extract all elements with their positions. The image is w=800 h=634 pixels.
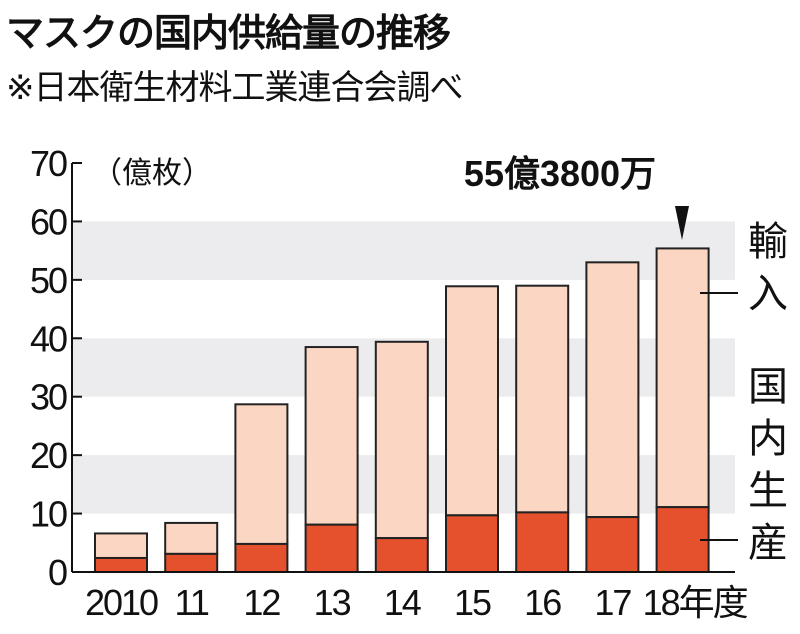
y-axis-unit: （億枚） — [92, 157, 212, 190]
bar-domestic-13 — [304, 523, 359, 573]
x-tick-label: 15 — [454, 582, 491, 623]
bar-import-11 — [164, 521, 219, 555]
bar-domestic-18年度 — [655, 506, 710, 573]
bar-import-17 — [585, 261, 640, 519]
legend-domestic-label: 国内生産 — [741, 365, 787, 573]
y-tick-label: 30 — [30, 377, 67, 418]
y-tick-label: 60 — [30, 201, 67, 242]
x-tick-label: 16 — [524, 582, 561, 623]
bar-domestic-14 — [374, 537, 429, 574]
bar-import-16 — [515, 284, 570, 514]
y-tick-label: 40 — [30, 318, 67, 359]
y-tick-label: 50 — [30, 260, 67, 301]
x-tick-label: 12 — [243, 582, 280, 623]
annotation-arrow-icon — [675, 206, 689, 240]
y-tick-label: 20 — [30, 435, 67, 476]
x-tick-label: 18年度 — [643, 582, 748, 623]
bar-domestic-2010 — [94, 556, 148, 574]
x-tick-label: 11 — [175, 582, 209, 623]
bar-domestic-12 — [234, 542, 289, 573]
chart-source: ※日本衛生材料工業連合会調べ — [6, 68, 463, 108]
bar-import-15 — [445, 285, 499, 517]
y-tick-label: 70 — [30, 143, 67, 184]
legend-import-label: 輸入 — [741, 220, 787, 324]
bar-import-13 — [304, 346, 359, 526]
bar-import-18年度 — [655, 247, 710, 509]
x-tick-label: 2010 — [85, 582, 158, 623]
bar-import-12 — [234, 403, 289, 545]
bar-domestic-17 — [585, 516, 640, 574]
chart-title: マスクの国内供給量の推移 — [6, 11, 451, 55]
bar-domestic-15 — [445, 514, 499, 573]
y-tick-label: 10 — [30, 494, 67, 535]
x-tick-label: 13 — [314, 582, 351, 623]
bar-import-14 — [374, 340, 429, 540]
bar-import-2010 — [94, 532, 148, 559]
bar-domestic-16 — [515, 511, 570, 573]
x-tick-label: 14 — [384, 582, 421, 623]
annotation-total-2018: 55億3800万 — [464, 153, 656, 194]
y-tick-label: 0 — [48, 552, 67, 593]
bar-domestic-11 — [164, 552, 219, 574]
x-tick-label: 17 — [594, 582, 631, 623]
